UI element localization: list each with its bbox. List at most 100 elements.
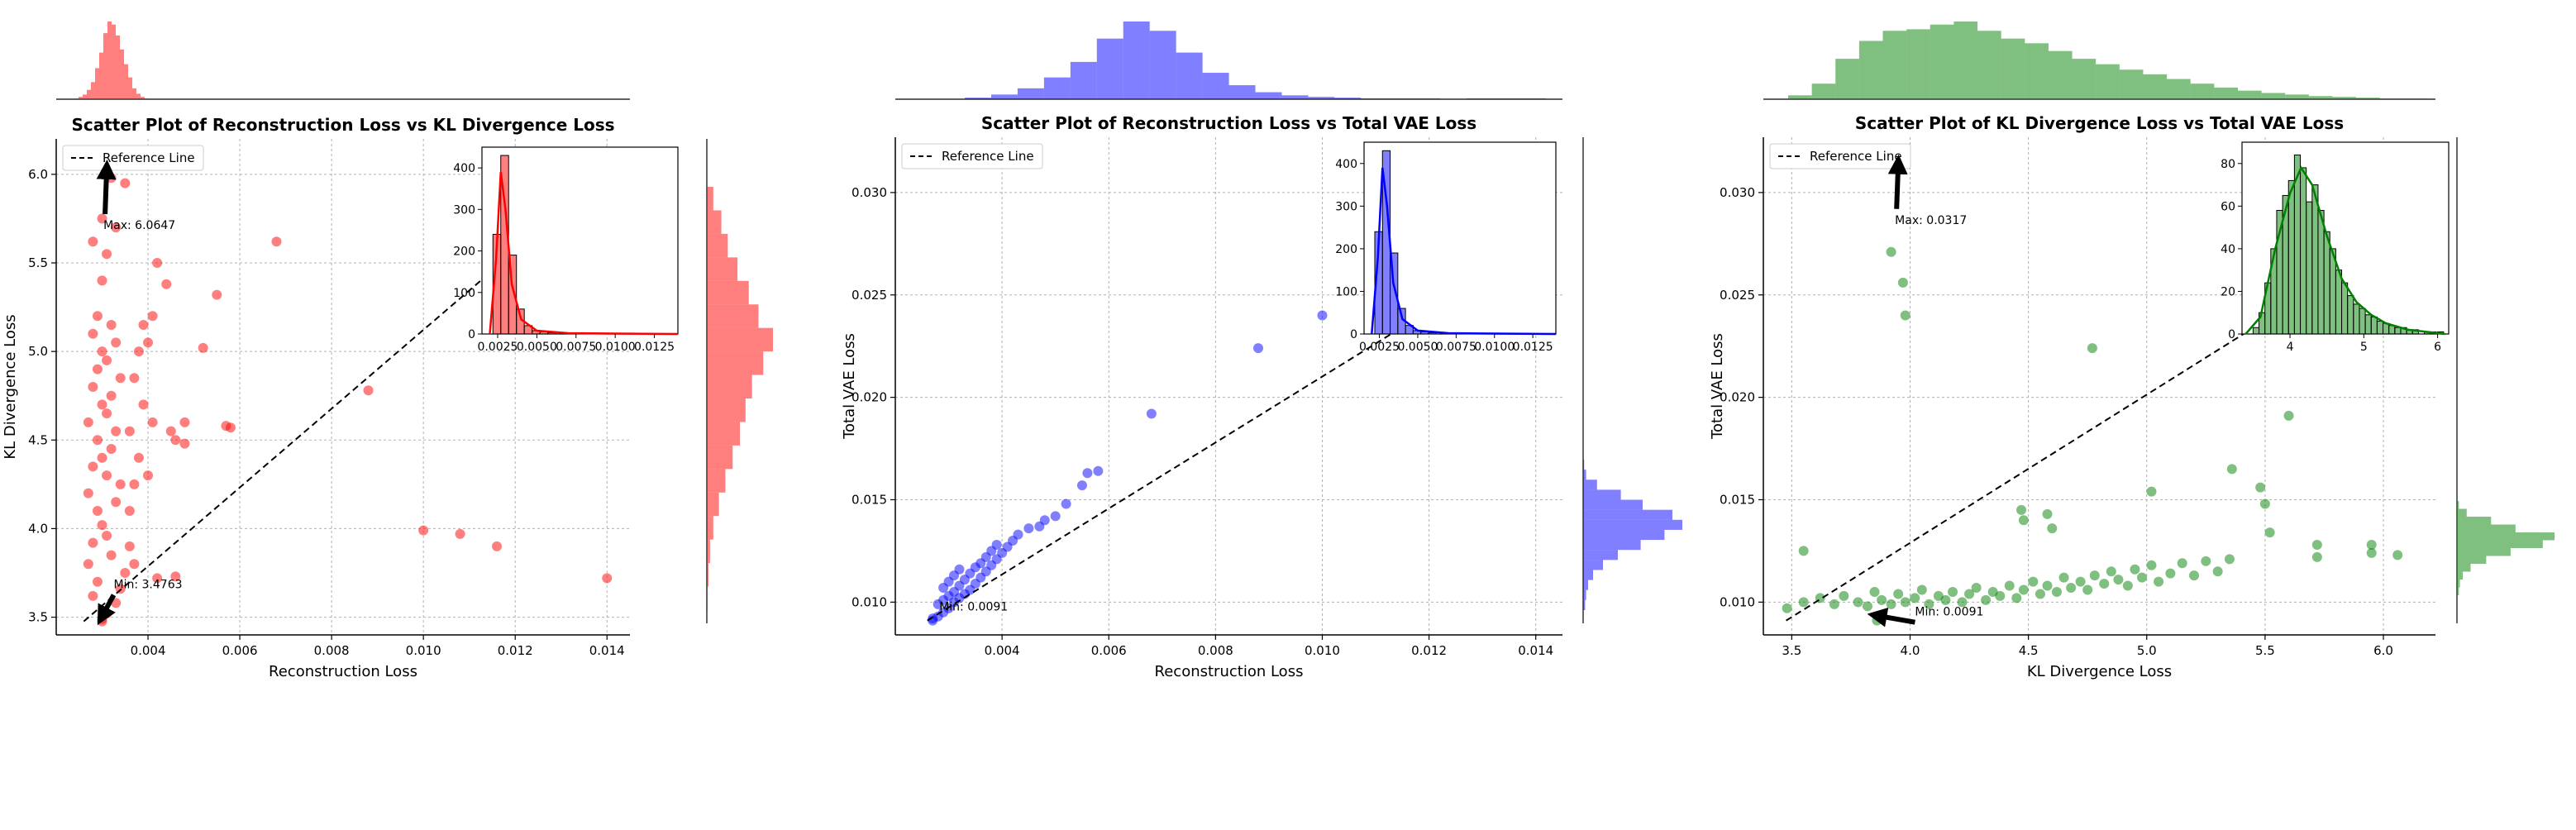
marginal-x-bar [1308, 97, 1335, 99]
data-point [2018, 515, 2029, 526]
y-tick-label: 0.015 [1720, 492, 1755, 507]
inset-y-tick-label: 100 [453, 287, 475, 300]
legend: Reference Line [901, 143, 1043, 169]
data-point [2058, 572, 2069, 583]
marginal-y-bar [2457, 580, 2460, 588]
marginal-x-bar [2379, 98, 2404, 99]
data-point [2146, 486, 2157, 497]
inset-x-tick-label: 0.0075 [1436, 341, 1476, 354]
x-tick-label: 0.014 [589, 643, 625, 658]
data-point [2066, 583, 2077, 594]
marginal-y-bar [707, 374, 752, 398]
chart-title: Scatter Plot of Reconstruction Loss vs T… [981, 113, 1476, 133]
data-point [88, 236, 98, 247]
annotation-label: Max: 6.0647 [103, 219, 175, 232]
data-point [161, 279, 172, 289]
marginal-y-bar [707, 351, 764, 375]
data-point [97, 452, 107, 463]
marginal-y-bar [1583, 580, 1588, 590]
marginal-y-bar [1583, 509, 1672, 520]
inset-bar [2359, 308, 2366, 335]
marginal-x-bar [1387, 98, 1414, 99]
marginal-x-bar [1414, 98, 1441, 99]
data-point [97, 520, 107, 531]
marginal-x-bar [2072, 59, 2097, 99]
inset-x-tick-label: 0.0125 [634, 341, 675, 354]
marginal-x-bar [107, 21, 112, 99]
chart-title: Scatter Plot of KL Divergence Loss vs To… [1855, 113, 2344, 133]
annotation-arrow [97, 594, 117, 626]
chart-panel-3: 3.5 4.0 4.5 5.0 5.5 6.0 0.010 0.015 0.020 0.025 0.… [1709, 21, 2555, 680]
marginal-x-bar [1977, 31, 2001, 99]
annotation-arrow [1887, 154, 1908, 209]
marginal-x-bar [990, 94, 1018, 99]
data-point [1862, 601, 1872, 612]
annotation-label: Max: 0.0317 [1895, 214, 1967, 227]
x-tick-label: 0.006 [1091, 643, 1127, 658]
marginal-x-bar [99, 52, 103, 99]
marginal-x-bar [2048, 50, 2073, 99]
data-point [92, 311, 103, 322]
data-point [2113, 575, 2124, 585]
marginal-x-bar [1906, 29, 1930, 99]
data-point [1829, 599, 1839, 609]
marginal-y-bar [707, 586, 708, 610]
inset-bar [2287, 179, 2295, 335]
marginal-y-bar [1583, 460, 1585, 470]
marginal-x-bar [2403, 98, 2427, 99]
marginal-x-bar [120, 49, 124, 99]
y-tick-label: 5.0 [28, 344, 48, 359]
marginal-x-bar [74, 98, 79, 99]
inset-x-tick-label: 0.0025 [477, 341, 518, 354]
x-axis-label: Reconstruction Loss [1155, 663, 1304, 680]
marginal-y-bar [1583, 519, 1682, 530]
marginal-y-bar [707, 516, 713, 540]
data-point [97, 616, 107, 627]
data-point [2212, 566, 2223, 577]
y-tick-label: 0.020 [1720, 390, 1755, 405]
inset-y-tick-label: 0 [2228, 328, 2235, 341]
data-point [2255, 482, 2266, 493]
data-point [1253, 343, 1264, 354]
marginal-y-bar [707, 563, 708, 587]
data-point [2004, 580, 2015, 591]
data-point [1886, 599, 1896, 609]
marginal-y-bar [1583, 540, 1641, 551]
data-point [2366, 547, 2377, 558]
data-point [129, 559, 140, 570]
data-point [1076, 480, 1087, 491]
marginal-x-bar [145, 98, 149, 99]
legend-label: Reference Line [942, 149, 1034, 164]
x-tick-label: 4.5 [2019, 643, 2039, 658]
marginal-y-bar [707, 539, 710, 564]
legend-label: Reference Line [1810, 149, 1902, 164]
inset-bar [2347, 295, 2354, 335]
data-point [1798, 546, 1809, 556]
data-point [147, 417, 158, 427]
y-tick-label: 4.0 [28, 521, 48, 536]
data-point [152, 258, 163, 268]
marginal-x-bar [1202, 73, 1229, 99]
marginal-x-bar [2214, 87, 2238, 99]
marginal-x-bar [116, 35, 120, 99]
marginal-x-bar [2237, 90, 2262, 99]
marginal-x-bar [1149, 31, 1176, 99]
inset-bar [2376, 321, 2384, 335]
data-point [88, 461, 98, 472]
data-point [133, 452, 144, 463]
marginal-y-bar [707, 422, 740, 446]
reference-line [83, 227, 544, 622]
inset-y-tick-label: 400 [1335, 158, 1357, 171]
data-point [179, 417, 190, 427]
marginal-x-bar [2261, 93, 2286, 99]
data-point [115, 479, 126, 489]
data-point [106, 444, 117, 454]
data-point [2011, 593, 2022, 603]
marginal-x-bar [1334, 98, 1362, 99]
data-point [92, 506, 103, 516]
legend-label: Reference Line [103, 150, 195, 165]
marginal-x-bar [2167, 79, 2191, 99]
data-point [1893, 589, 1904, 599]
data-point [88, 590, 98, 601]
